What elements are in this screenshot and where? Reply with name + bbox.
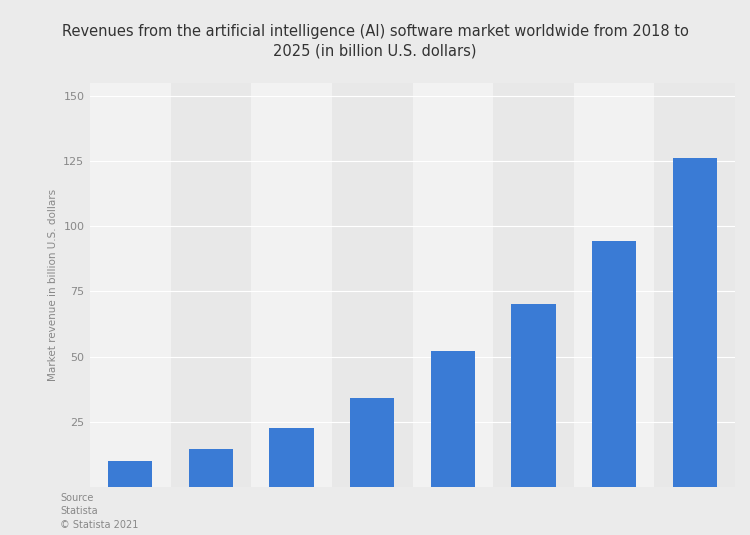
Text: Source
Statista
© Statista 2021: Source Statista © Statista 2021 — [60, 493, 138, 530]
Bar — [269, 428, 314, 487]
Bar — [592, 241, 636, 487]
Bar — [332, 83, 412, 487]
Bar — [494, 83, 574, 487]
Bar — [654, 83, 735, 487]
Bar — [574, 83, 654, 487]
Bar — [413, 83, 494, 487]
Bar — [350, 398, 394, 487]
Bar — [430, 351, 475, 487]
Bar — [170, 83, 251, 487]
Bar — [90, 83, 170, 487]
Bar — [189, 448, 233, 487]
Text: Revenues from the artificial intelligence (AI) software market worldwide from 20: Revenues from the artificial intelligenc… — [62, 24, 689, 59]
Y-axis label: Market revenue in billion U.S. dollars: Market revenue in billion U.S. dollars — [48, 189, 58, 381]
Bar — [251, 83, 332, 487]
Bar — [512, 304, 556, 487]
Bar — [673, 158, 717, 487]
Bar — [108, 461, 152, 487]
